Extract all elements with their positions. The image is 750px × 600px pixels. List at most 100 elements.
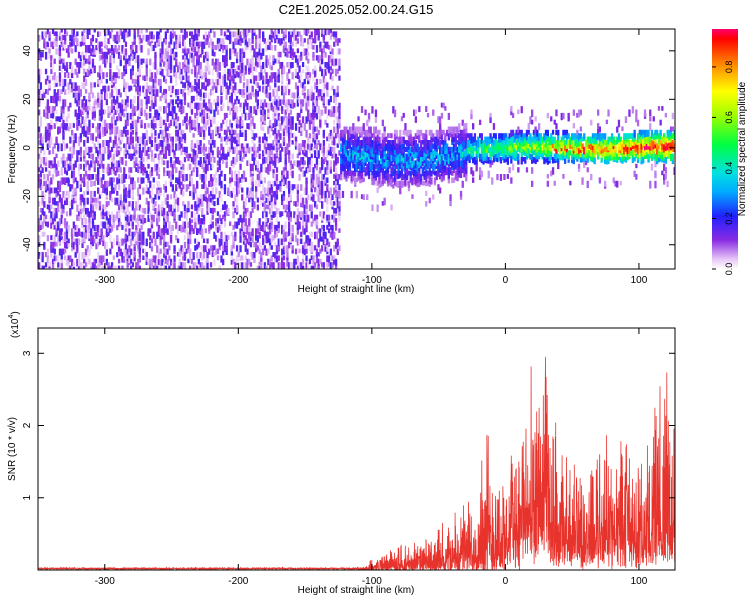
spectrogram-cell xyxy=(367,126,371,133)
spectrogram-cell xyxy=(275,174,279,181)
spectrogram-cell xyxy=(334,207,338,214)
spectrogram-cell xyxy=(324,167,327,175)
spectrogram-cell xyxy=(65,177,69,183)
spectrogram-cell xyxy=(275,187,279,195)
spectrogram-cell xyxy=(314,150,317,158)
spectrogram-cell xyxy=(202,252,206,259)
spectrogram-cell xyxy=(97,153,100,160)
spectrogram-cell xyxy=(364,140,367,146)
spectrogram-cell xyxy=(163,119,166,125)
spectrogram-cell xyxy=(38,262,41,269)
spectrogram-cell xyxy=(360,157,364,164)
spectrogram-cell xyxy=(310,204,313,212)
spectrogram-cell xyxy=(43,133,46,139)
spectrogram-cell xyxy=(107,153,110,160)
spectrogram-cell xyxy=(159,65,162,72)
spectrogram-cell xyxy=(105,99,108,106)
spectrogram-cell xyxy=(215,235,218,242)
spectrogram-cell xyxy=(201,112,204,118)
spectrogram-cell xyxy=(270,29,273,35)
spectrogram-cell xyxy=(117,163,121,172)
spectrogram-cell xyxy=(137,89,140,96)
spectrogram-cell xyxy=(171,48,174,55)
spectrogram-cell xyxy=(176,228,180,234)
spectrogram-cell xyxy=(41,265,44,269)
spectrogram-cell xyxy=(360,140,364,148)
spectrogram-cell xyxy=(182,248,185,257)
spectrogram-cell xyxy=(229,82,232,90)
spectrogram-cell xyxy=(123,48,126,56)
spectrogram-cell xyxy=(98,163,102,169)
spectrogram-cell xyxy=(281,106,284,111)
spectrogram-cell xyxy=(355,177,358,183)
spectrogram-cell xyxy=(143,167,147,173)
spectrogram-cell xyxy=(237,180,240,188)
spectrogram-cell xyxy=(331,228,334,235)
spectrogram-cell xyxy=(430,136,433,143)
spectrogram-cell xyxy=(79,177,82,185)
spectrogram-cell xyxy=(265,265,268,269)
spectrogram-cell xyxy=(209,180,213,188)
spectrogram-cell xyxy=(331,194,334,201)
spectrogram-cell xyxy=(268,258,272,264)
spectrogram-cell xyxy=(338,184,341,191)
spectrogram-cell xyxy=(189,231,192,240)
spectrogram-cell xyxy=(352,160,355,166)
spectrogram-cell xyxy=(156,163,159,171)
spectrogram-cell xyxy=(333,245,336,252)
spectrogram-cell xyxy=(265,140,268,146)
spectrogram-cell xyxy=(79,157,82,162)
spectrogram-cell xyxy=(308,119,312,125)
spectrogram-cell xyxy=(251,180,254,187)
spectrogram-cell xyxy=(157,143,161,150)
spectrogram-cell xyxy=(312,102,315,110)
spectrogram-cell xyxy=(324,180,327,186)
spectrogram-cell xyxy=(315,157,319,165)
spectrogram-cell xyxy=(164,252,167,260)
spectrogram-cell xyxy=(130,45,133,50)
spectrogram-cell xyxy=(272,201,275,207)
spectrogram-cell xyxy=(202,92,206,99)
spectrogram-cell xyxy=(117,221,121,227)
spectrogram-cell xyxy=(93,214,96,220)
spectrogram-cell xyxy=(173,89,176,95)
spectrogram-cell xyxy=(192,167,195,173)
spectrogram-cell xyxy=(204,75,207,83)
spectrogram-cell xyxy=(84,207,88,215)
spectrogram-cell xyxy=(300,106,303,113)
spectrogram-cell xyxy=(175,235,178,241)
spectrogram-cell xyxy=(334,167,338,174)
spectrogram-cell xyxy=(187,85,190,91)
spectrogram-cell xyxy=(282,129,286,137)
spectrogram-cell xyxy=(208,109,211,116)
spectrogram-cell xyxy=(98,123,102,130)
spectrogram-cell xyxy=(310,211,313,219)
spectrogram-cell xyxy=(258,136,261,143)
spectrogram-cell xyxy=(60,262,63,269)
spectrogram-cell xyxy=(182,262,185,268)
spectrogram-cell xyxy=(43,157,46,165)
spectrogram-cell xyxy=(62,58,65,64)
spectrogram-cell xyxy=(338,58,341,66)
spectrogram-cell xyxy=(173,51,176,58)
spectrogram-cell xyxy=(258,75,261,81)
spectrogram-cell xyxy=(248,112,251,120)
spectrogram-cell xyxy=(84,224,88,233)
spectrogram-cell xyxy=(64,72,67,78)
spectrogram-cell xyxy=(244,211,247,217)
spectrogram-cell xyxy=(213,109,216,117)
spectrogram-cell xyxy=(322,38,325,44)
spectrogram-cell xyxy=(404,167,407,174)
spectrogram-cell xyxy=(345,163,348,169)
spectrogram-cell xyxy=(65,221,69,230)
spectrogram-cell xyxy=(183,262,187,268)
spectrogram-cell xyxy=(178,160,181,165)
spectrogram-cell xyxy=(326,150,329,158)
spectrogram-cell xyxy=(388,174,391,182)
spectrogram-cell xyxy=(159,140,162,147)
spectrogram-cell xyxy=(107,218,110,225)
spectrogram-cell xyxy=(124,129,128,137)
spectrogram-cell xyxy=(196,252,199,259)
spectrogram-cell xyxy=(216,167,220,173)
spectrogram-cell xyxy=(373,163,376,171)
